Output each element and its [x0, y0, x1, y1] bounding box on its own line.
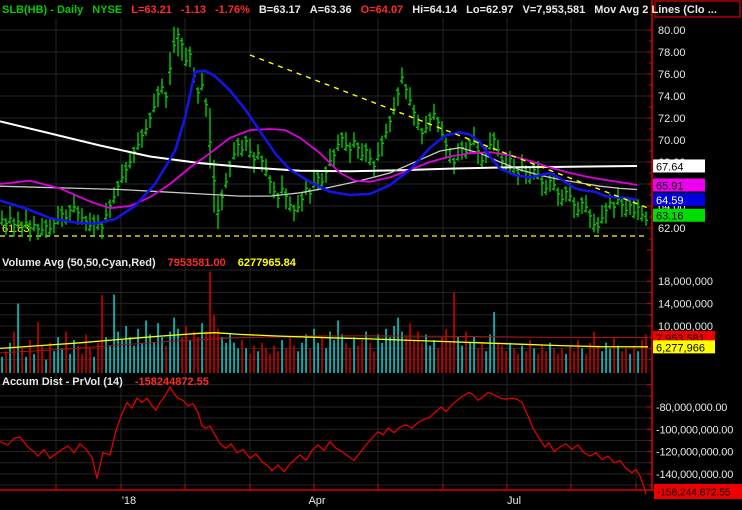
accum-gridlines [0, 384, 652, 486]
price-value-box-0 [653, 159, 705, 173]
volume-indicator-title: Volume Avg (50,50,Cyan,Red) [2, 257, 156, 269]
axis-tick-label: 80.00 [658, 25, 686, 37]
volume-avg-yellow-line [0, 332, 649, 350]
x-axis-month-label: Jul [507, 495, 521, 507]
accum-dist-polyline [0, 386, 647, 495]
volume-value-box-1-text: 6,277,966 [656, 342, 705, 354]
x-axis-month-label: '18 [122, 495, 136, 507]
price-value-box-2-text: 64.59 [656, 195, 684, 207]
axis-tick-label: 72.00 [658, 113, 686, 125]
header-segment-5: B=63.17 [258, 3, 301, 16]
axis-frame [0, 0, 742, 491]
accum-panel-plot-area[interactable] [0, 376, 652, 488]
accum-value-box [654, 484, 742, 499]
x-axis-labels: '18 Apr Jul [122, 495, 521, 507]
trendline [249, 54, 649, 209]
axis-tick-label: -100,000,000.00 [656, 424, 733, 436]
header-segment-1: NYSE [92, 3, 123, 16]
accum-dist-line [0, 386, 647, 495]
price-value-box-2 [653, 193, 705, 207]
axis-tick-label: 14,000,000 [658, 299, 713, 311]
axis-tick-label: 10,000,000 [658, 321, 713, 333]
x-axis-month-label: Apr [308, 495, 325, 507]
axis-tick-label: 62.00 [658, 223, 686, 235]
volume-avg-red-line [0, 335, 648, 354]
header-segment-3: -1.13 [180, 3, 206, 16]
header-segment-2: L=63.21 [131, 3, 172, 16]
accum-panel-label: Accum Dist - PrVol (14) -158244872.55 [2, 376, 209, 388]
axis-tick-label: -80,000,000.00 [656, 402, 727, 414]
axis-tick-label: -120,000,000.00 [656, 447, 733, 459]
volume-avg-red-value: 7953581.00 [167, 257, 226, 269]
header-segment-9: Lo=62.97 [466, 3, 514, 16]
axis-tick-label: 74.00 [658, 91, 686, 103]
accum-value-box-text: -158,244,872.55 [657, 487, 731, 499]
axis-tick-label: 18,000,000 [658, 276, 713, 288]
axis-tick-label: -140,000,000.00 [656, 469, 733, 481]
axis-tick-label: 76.00 [658, 69, 686, 81]
price-value-box-3 [653, 208, 705, 222]
volume-value-box-1 [653, 340, 715, 354]
header-segment-7: O=64.07 [360, 3, 404, 16]
header-segment-8: Hi=64.14 [412, 3, 458, 16]
volume-panel-label: Volume Avg (50,50,Cyan,Red) 7953581.00 6… [2, 257, 296, 269]
price-value-box-3-text: 63.16 [656, 211, 684, 223]
price-value-box-0-text: 67.64 [656, 161, 684, 173]
accum-indicator-value: -158244872.55 [134, 376, 209, 388]
price-gridlines [0, 29, 652, 229]
volume-average-lines [0, 332, 649, 354]
ma-blue [0, 69, 638, 225]
month-gridlines [55, 18, 637, 490]
accum-indicator-title: Accum Dist - PrVol (14) [2, 376, 123, 388]
axis-value-boxes: 67.6465.9164.5963.167,953,5816,277,966-1… [653, 159, 742, 499]
volume-avg-yellow-value: 6277965.84 [237, 257, 296, 269]
downtrend-line[interactable] [249, 54, 649, 209]
header-segment-4: -1.76% [215, 3, 250, 16]
header-segment-6: A=63.36 [309, 3, 352, 16]
axis-tick-label: 70.00 [658, 135, 686, 147]
price-value-box-1 [653, 178, 705, 192]
header-segment-0: SLB(HB) - Daily [2, 3, 84, 16]
price-value-box-1-text: 65.91 [656, 180, 684, 192]
header-status-bar: SLB(HB) - Daily NYSE L=63.21 -1.13 -1.76% B=6… [2, 2, 717, 17]
price-bars [0, 26, 648, 242]
header-more-box[interactable] [654, 0, 741, 18]
header-segment-11: Mov Avg 2 Lines (Clo ... [594, 3, 717, 16]
axis-tick-label: 78.00 [658, 47, 686, 59]
header-segment-10: V=7,953,581 [522, 3, 586, 16]
